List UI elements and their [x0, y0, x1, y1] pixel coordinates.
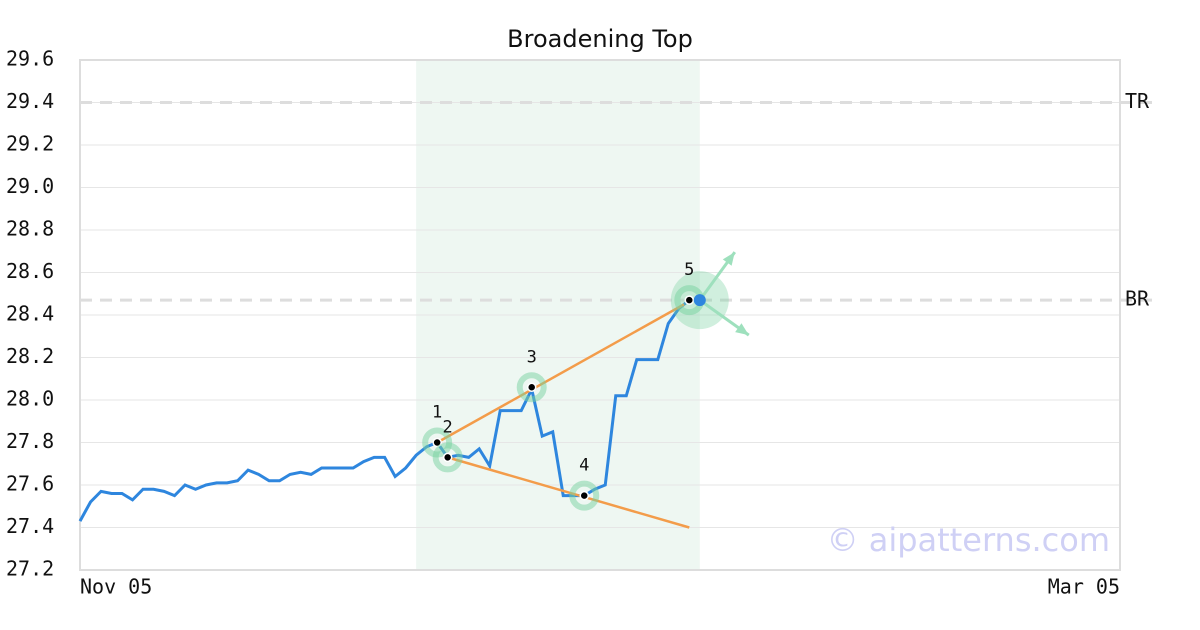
watermark: © aipatterns.com	[827, 521, 1110, 559]
pattern-point	[442, 452, 453, 463]
level-label: TR	[1125, 89, 1150, 113]
pattern-point	[579, 490, 589, 501]
y-tick-label: 27.6	[6, 472, 54, 496]
y-tick-label: 28.2	[6, 344, 54, 368]
pattern-point-label: 1	[432, 403, 442, 423]
y-tick-label: 27.2	[6, 557, 54, 581]
y-tick-label: 27.4	[6, 514, 54, 538]
y-tick-label: 28.6	[6, 259, 54, 283]
pattern-point-label: 4	[579, 456, 589, 476]
trend-line	[436, 303, 685, 444]
arrow-head	[735, 323, 749, 336]
pattern-point-halo	[569, 480, 600, 511]
x-tick-label: Mar 05	[1048, 575, 1120, 599]
y-tick-label: 28.0	[6, 387, 54, 411]
pattern-point	[432, 437, 442, 448]
y-tick-label: 28.4	[6, 302, 54, 326]
y-tick-label: 29.0	[6, 174, 54, 198]
trend-line	[447, 456, 690, 529]
pattern-point-halo	[432, 442, 463, 473]
level-label: BR	[1125, 287, 1150, 311]
y-tick-label: 29.6	[6, 47, 54, 71]
pattern-point-label: 5	[684, 260, 694, 280]
y-tick-label: 27.8	[6, 429, 54, 453]
pattern-point-label: 2	[443, 417, 453, 437]
x-tick-label: Nov 05	[80, 575, 152, 599]
y-tick-label: 28.8	[6, 217, 54, 241]
pattern-point	[526, 382, 537, 392]
chart-title: Broadening Top	[507, 25, 693, 53]
y-tick-label: 29.4	[6, 89, 54, 113]
arrow-head	[722, 252, 735, 266]
pattern-point-halo	[516, 372, 547, 403]
plot-border	[79, 59, 1121, 571]
current-point	[693, 294, 706, 307]
pattern-point	[684, 295, 695, 305]
pattern-point-label: 3	[527, 347, 537, 367]
y-tick-label: 29.2	[6, 132, 54, 156]
